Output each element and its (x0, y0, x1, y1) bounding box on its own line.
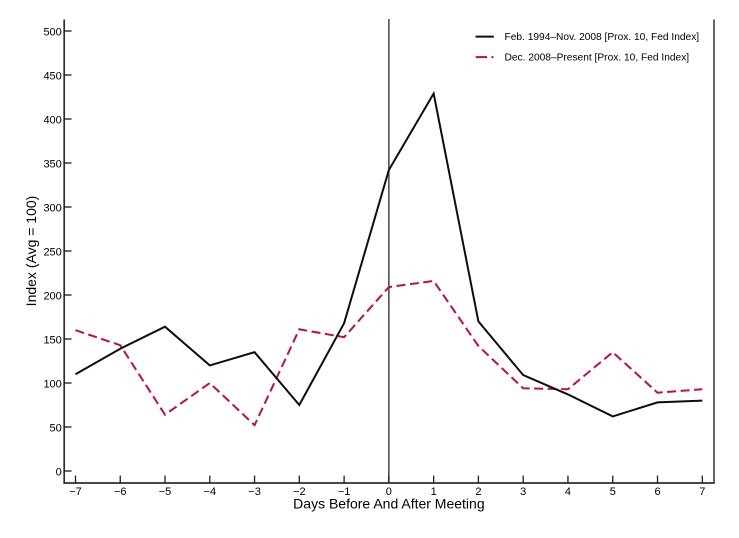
svg-text:300: 300 (43, 202, 61, 214)
svg-text:0: 0 (56, 466, 62, 478)
svg-text:−1: −1 (338, 486, 351, 498)
svg-text:7: 7 (699, 486, 705, 498)
svg-text:4: 4 (565, 486, 571, 498)
svg-text:1: 1 (431, 486, 437, 498)
svg-text:250: 250 (43, 246, 61, 258)
svg-text:2: 2 (475, 486, 481, 498)
svg-text:6: 6 (654, 486, 660, 498)
svg-text:−2: −2 (293, 486, 306, 498)
svg-text:50: 50 (50, 422, 62, 434)
svg-text:−4: −4 (204, 486, 217, 498)
svg-text:3: 3 (520, 486, 526, 498)
svg-text:5: 5 (610, 486, 616, 498)
svg-text:350: 350 (43, 158, 61, 170)
svg-text:Days Before And After Meeting: Days Before And After Meeting (293, 496, 484, 512)
svg-text:400: 400 (43, 114, 61, 126)
svg-text:−3: −3 (248, 486, 261, 498)
svg-text:500: 500 (43, 26, 61, 38)
svg-text:450: 450 (43, 70, 61, 82)
svg-text:0: 0 (386, 486, 392, 498)
svg-text:Index (Avg = 100): Index (Avg = 100) (23, 196, 39, 307)
svg-text:−6: −6 (114, 486, 127, 498)
svg-text:−5: −5 (159, 486, 172, 498)
svg-text:Dec. 2008–Present [Prox. 10, F: Dec. 2008–Present [Prox. 10, Fed Index] (505, 53, 690, 64)
svg-text:100: 100 (43, 378, 61, 390)
svg-text:200: 200 (43, 290, 61, 302)
svg-text:Feb. 1994–Nov. 2008 [Prox. 10,: Feb. 1994–Nov. 2008 [Prox. 10, Fed Index… (505, 32, 700, 43)
svg-text:150: 150 (43, 334, 61, 346)
svg-text:−7: −7 (69, 486, 82, 498)
